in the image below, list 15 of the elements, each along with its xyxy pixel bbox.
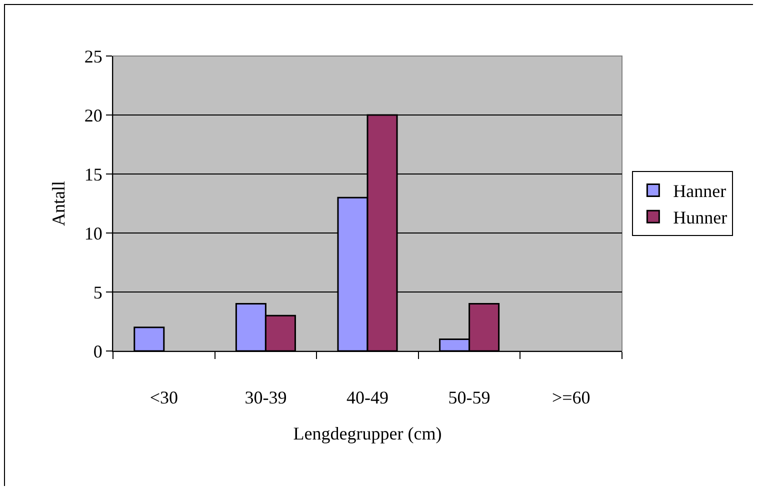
y-tick-label: 5 bbox=[93, 282, 102, 302]
y-tick-label: 25 bbox=[84, 46, 102, 66]
x-tick-label: 30-39 bbox=[244, 388, 287, 408]
y-tick-label: 10 bbox=[84, 223, 102, 244]
legend-label: Hunner bbox=[673, 208, 728, 228]
x-axis-title: Lengdegrupper (cm) bbox=[293, 424, 442, 444]
legend-label: Hanner bbox=[673, 181, 726, 202]
y-tick-label: 0 bbox=[93, 341, 102, 362]
y-axis-title: Antall bbox=[48, 181, 69, 226]
x-tick-label: 40-49 bbox=[346, 388, 388, 408]
y-tick-label: 20 bbox=[84, 105, 102, 126]
x-tick-label: 50-59 bbox=[448, 388, 490, 408]
y-tick-label: 15 bbox=[84, 164, 102, 184]
x-tick-label: <30 bbox=[150, 388, 178, 408]
x-tick-label: >=60 bbox=[552, 388, 590, 408]
